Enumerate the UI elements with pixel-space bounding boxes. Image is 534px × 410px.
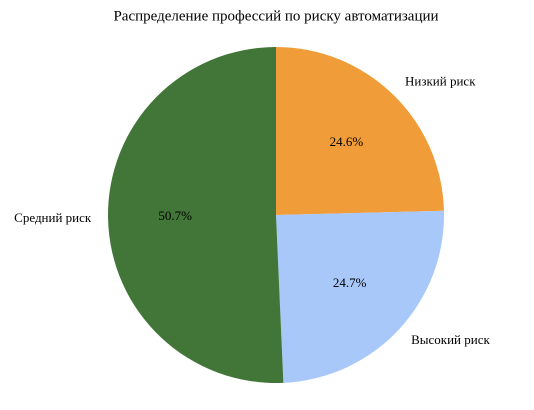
pie-slice [107, 47, 284, 383]
slice-label: Средний риск [14, 210, 92, 225]
chart-title: Распределение профессий по риску автомат… [113, 8, 438, 24]
value-label: 24.7% [333, 275, 367, 290]
value-label: 50.7% [158, 208, 192, 223]
slice-label: Низкий риск [405, 74, 476, 89]
value-label: 24.6% [330, 134, 364, 149]
slice-label: Высокий риск [411, 332, 490, 347]
pie-slice [276, 47, 444, 215]
pie-slice [276, 210, 444, 383]
